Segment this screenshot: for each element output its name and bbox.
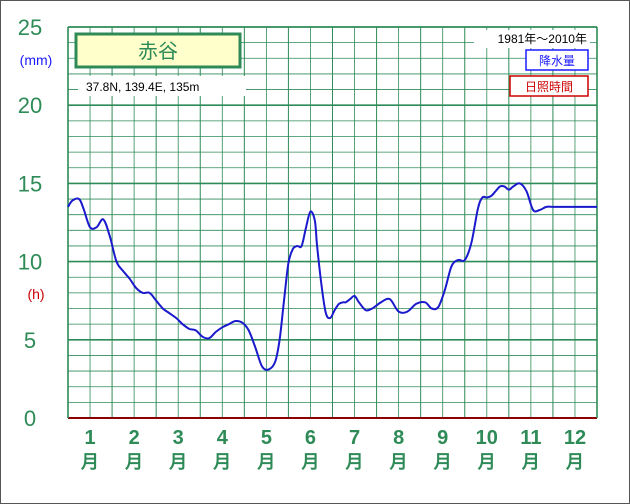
x-tick-month-number: 10	[476, 427, 498, 449]
x-tick-month-number: 8	[393, 427, 404, 449]
series-layer	[67, 182, 597, 371]
x-tick-month-number: 3	[173, 427, 184, 449]
x-tick-month-unit: 月	[168, 452, 187, 473]
x-tick-month-unit: 月	[300, 452, 319, 473]
x-tick-month-unit: 月	[477, 452, 496, 473]
x-tick-month-number: 2	[129, 427, 140, 449]
x-tick-month-unit: 月	[433, 452, 452, 473]
y-tick-label: 20	[18, 93, 42, 118]
x-tick-month-number: 11	[520, 427, 541, 449]
x-tick-month-number: 4	[217, 427, 229, 449]
location-text: 37.8N, 139.4E, 135m	[86, 80, 199, 94]
x-tick-month-unit: 月	[389, 452, 408, 473]
y-unit-mm: (mm)	[20, 52, 53, 68]
series-line-precipitation	[67, 182, 597, 371]
location-bg	[78, 76, 246, 96]
grid	[67, 26, 598, 419]
x-tick-month-unit: 月	[345, 452, 364, 473]
y-tick-labels: 0 5 10 15 20 25	[18, 15, 42, 431]
y-tick-label: 5	[24, 328, 36, 353]
x-tick-month-number: 5	[261, 427, 272, 449]
legend-precipitation-box	[525, 49, 589, 71]
x-tick-month-unit: 月	[212, 452, 231, 473]
x-tick-month-unit: 月	[521, 452, 540, 473]
x-tick-month-number: 7	[349, 427, 360, 449]
legend-sunshine-label: 日照時間	[525, 80, 573, 94]
x-tick-month-unit: 月	[256, 452, 275, 473]
station-name: 赤谷	[138, 39, 178, 63]
y-tick-label: 10	[18, 250, 42, 275]
period-text: 1981年〜2010年	[498, 32, 587, 46]
x-tick-month-unit: 月	[124, 452, 143, 473]
legend-sunshine-box	[509, 75, 589, 97]
y-tick-label: 15	[18, 171, 42, 196]
x-tick-month-number: 1	[84, 427, 95, 449]
x-tick-month-number: 6	[305, 427, 316, 449]
station-box	[74, 32, 242, 69]
legend-precipitation-label: 降水量	[539, 54, 575, 68]
x-tick-labels: 1 月 2 月 3 月 4 月 5 月 6 月 7 月 8 月 9 月 10 月 11 月 12 月	[80, 427, 586, 473]
x-tick-month-number: 9	[437, 427, 448, 449]
period-bg	[474, 30, 590, 48]
y-tick-label: 25	[18, 15, 42, 40]
y-unit-h: (h)	[27, 286, 44, 302]
y-tick-label: 0	[24, 406, 36, 431]
x-tick-month-number: 12	[564, 427, 586, 449]
x-tick-month-unit: 月	[80, 452, 99, 473]
x-tick-month-unit: 月	[565, 452, 584, 473]
